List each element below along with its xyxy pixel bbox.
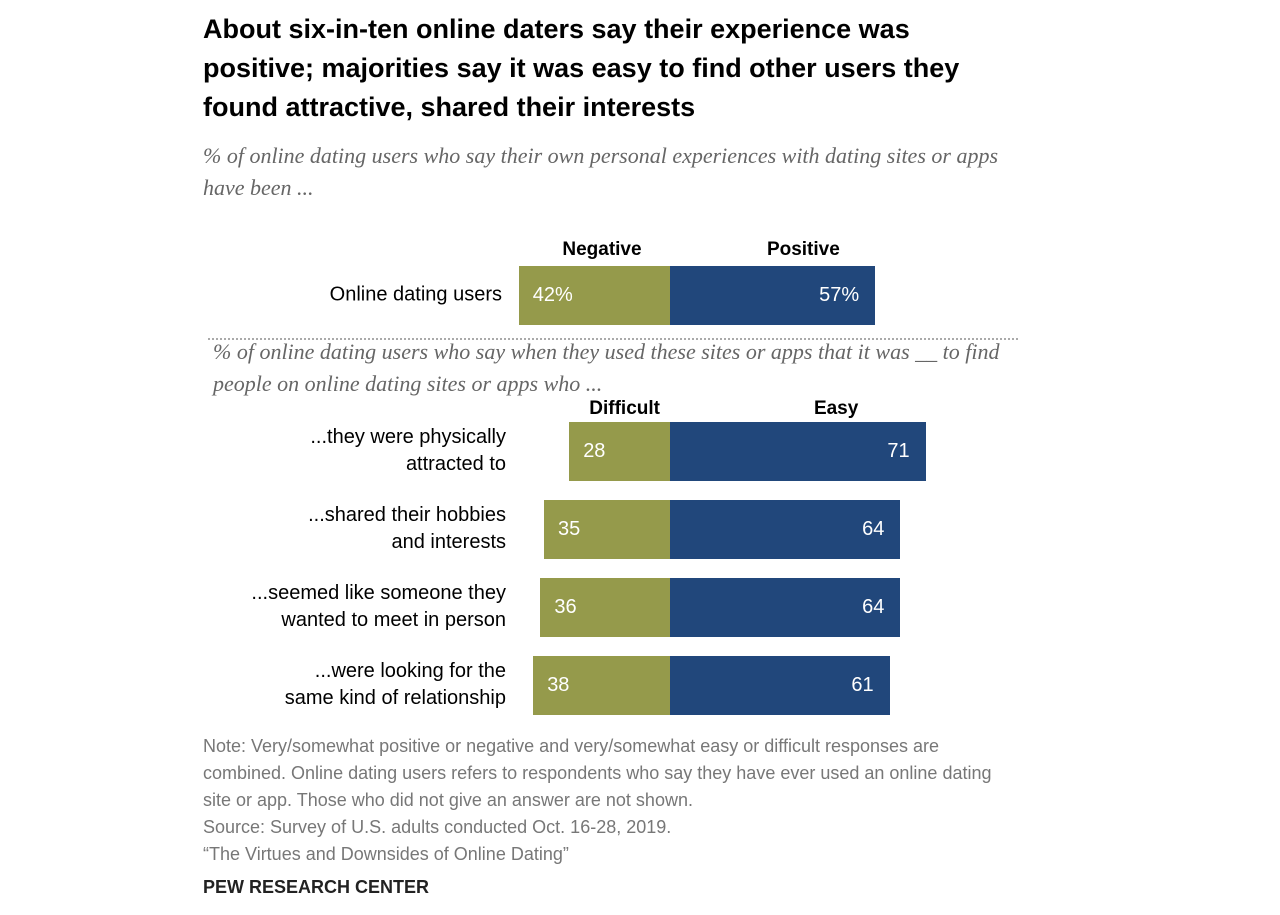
value-label: 38 [547,674,570,696]
source: Source: Survey of U.S. adults conducted … [203,817,672,837]
chart-title: About six-in-ten online daters say their… [203,14,960,122]
legend-label: Negative [562,239,642,260]
value-label: 28 [583,440,606,462]
bar [670,578,901,637]
bar [518,266,670,325]
value-label: 35 [558,518,581,540]
legend-label: Positive [766,239,840,260]
category-label: ...were looking for the same kind of rel… [284,660,506,709]
legend-label: Easy [813,398,859,419]
value-label: 64 [862,596,885,618]
panel-subtitle: % of online dating users who say when th… [213,339,1000,396]
value-label: 57% [819,284,860,306]
category-label: Online dating users [329,283,502,306]
bar [540,578,670,637]
category-label: ...seemed like someone they wanted to me… [251,582,506,631]
legend-label: Difficult [589,398,660,419]
category-label: ...shared their hobbies and interests [308,504,506,553]
report-title: “The Virtues and Downsides of Online Dat… [203,844,569,864]
note: Note: Very/somewhat positive or negative… [203,736,992,810]
value-label: 36 [554,596,577,618]
chart-subtitle: % of online dating users who say their o… [203,143,999,200]
value-label: 61 [851,674,874,696]
bar [670,266,876,325]
bar [670,422,926,481]
organization: PEW RESEARCH CENTER [203,877,430,897]
bar [569,422,670,481]
value-label: 64 [862,518,885,540]
value-label: 71 [887,440,910,462]
bar [544,500,670,559]
divider [208,338,1018,340]
category-label: ...they were physically attracted to [310,426,506,475]
bar [533,656,670,715]
bar [670,656,890,715]
bar [670,500,901,559]
value-label: 42% [532,284,573,306]
